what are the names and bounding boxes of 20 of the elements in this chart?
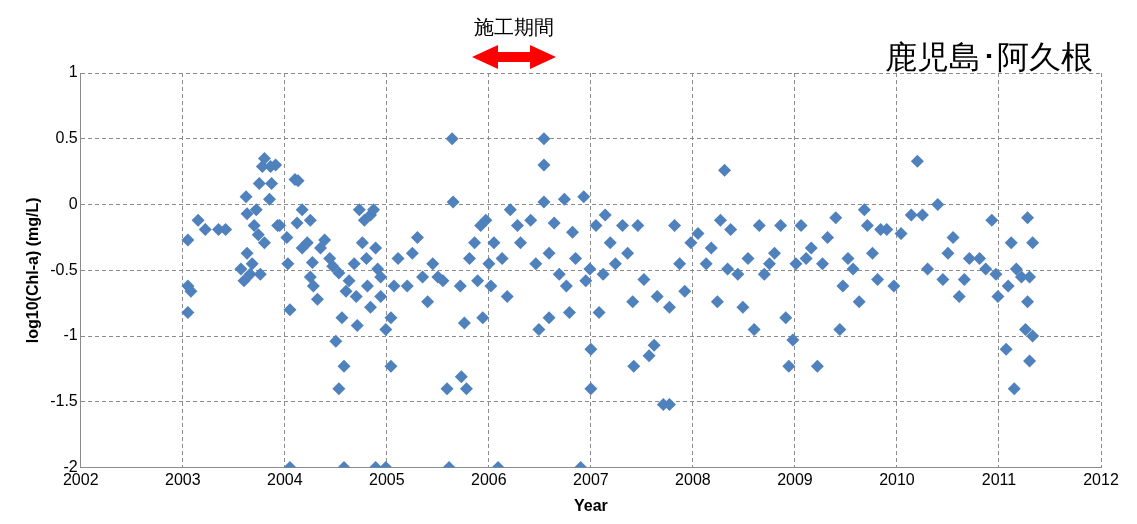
x-axis-title: Year bbox=[573, 496, 608, 514]
y-tick-label: 0 bbox=[68, 194, 78, 212]
y-tick-label: -1 bbox=[63, 326, 78, 344]
chart-title: 鹿児島･阿久根 bbox=[885, 38, 1093, 75]
y-tick-label: -0.5 bbox=[50, 260, 78, 278]
x-tick-label: 2003 bbox=[165, 470, 201, 488]
y-axis-title: log10(Chl-a) (mg/L) bbox=[24, 197, 42, 344]
x-tick-label: 2006 bbox=[471, 470, 507, 488]
x-tick-label: 2012 bbox=[1083, 470, 1119, 488]
x-tick-label: 2009 bbox=[777, 470, 813, 488]
x-tick-label: 2008 bbox=[675, 470, 711, 488]
x-tick-label: 2011 bbox=[981, 470, 1017, 488]
x-tick-label: 2010 bbox=[879, 470, 915, 488]
y-tick-label: -1.5 bbox=[50, 392, 78, 410]
y-tick-label: 0.5 bbox=[55, 129, 78, 147]
y-tick-label: 1 bbox=[68, 63, 78, 81]
text: 施工期間 bbox=[474, 15, 554, 38]
x-tick-label: 2007 bbox=[573, 470, 609, 488]
x-tick-label: 2005 bbox=[369, 470, 405, 488]
x-tick-label: 2004 bbox=[267, 470, 303, 488]
